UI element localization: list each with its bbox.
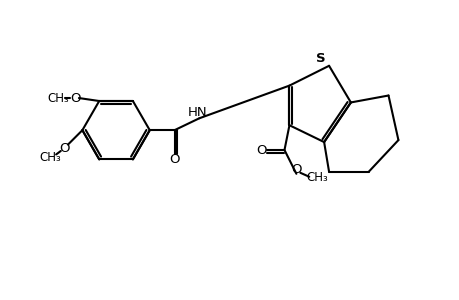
Text: O: O [291,163,301,176]
Text: HN: HN [187,106,207,119]
Text: CH₃: CH₃ [48,92,69,104]
Text: CH₃: CH₃ [40,152,62,164]
Text: O: O [169,153,179,166]
Text: O: O [70,92,80,104]
Text: S: S [316,52,325,65]
Text: O: O [59,142,70,154]
Text: O: O [255,143,266,157]
Text: CH₃: CH₃ [306,171,327,184]
